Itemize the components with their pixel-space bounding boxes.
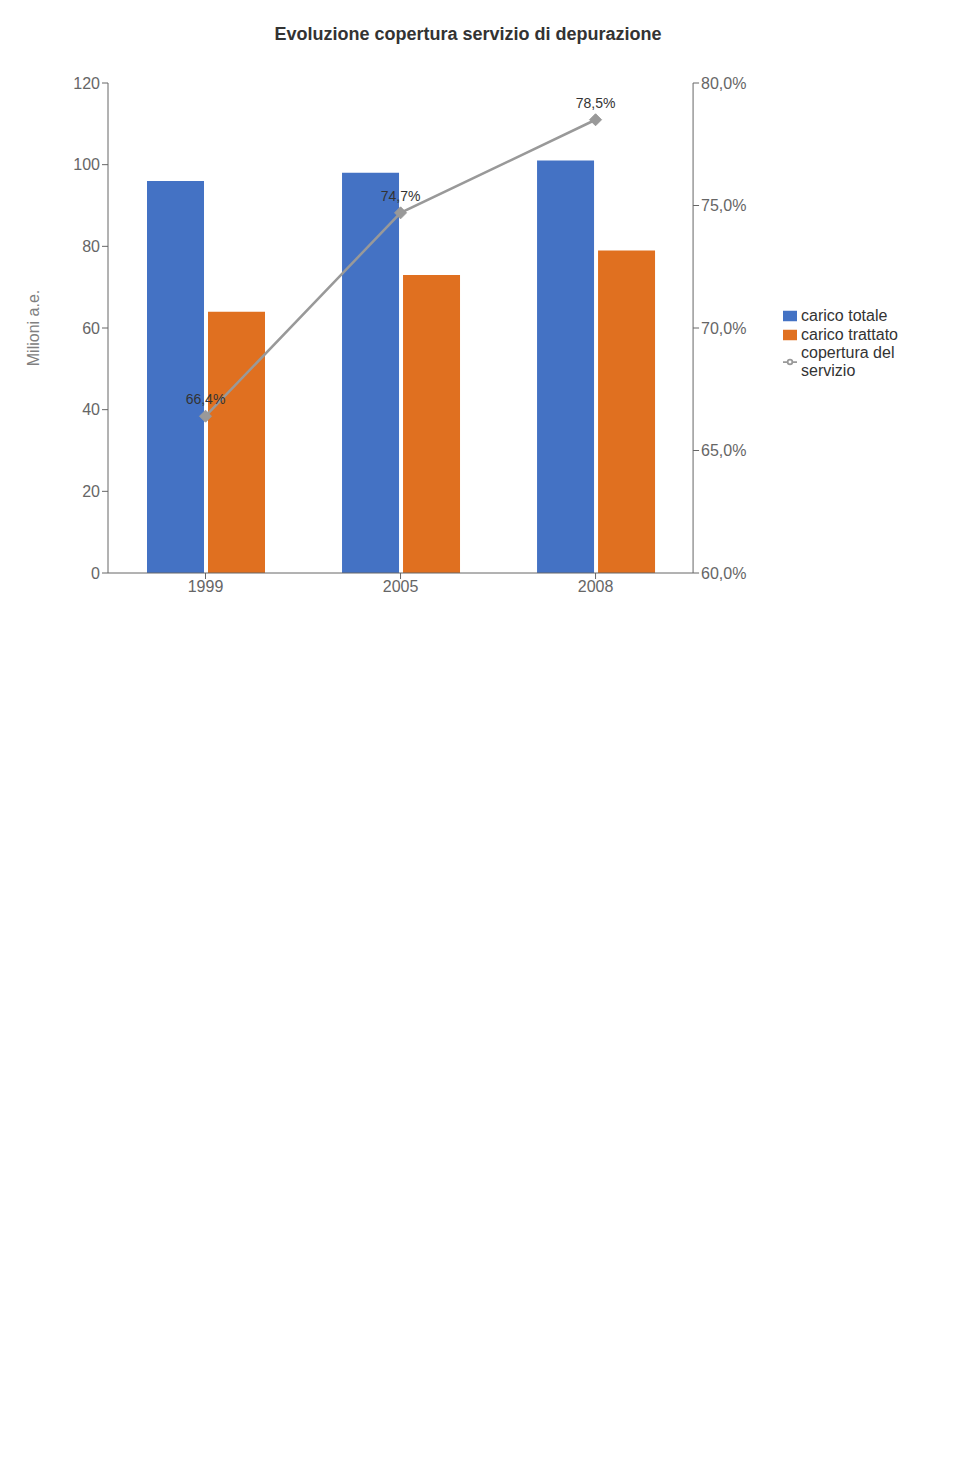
svg-text:120: 120 (73, 75, 100, 92)
svg-text:80: 80 (82, 238, 100, 255)
svg-text:20: 20 (82, 483, 100, 500)
html-text:carico totale: carico totale (801, 307, 888, 324)
svg-text:60: 60 (82, 320, 100, 337)
svg-text:60,0%: 60,0% (701, 565, 746, 582)
svg-text:1999: 1999 (188, 578, 224, 595)
svg-text:74,7%: 74,7% (381, 188, 421, 204)
svg-text:66,4%: 66,4% (186, 391, 226, 407)
svg-text:65,0%: 65,0% (701, 442, 746, 459)
svg-text:75,0%: 75,0% (701, 197, 746, 214)
svg-text:Milioni a.e.: Milioni a.e. (25, 290, 42, 366)
svg-text:70,0%: 70,0% (701, 320, 746, 337)
svg-text:2008: 2008 (578, 578, 614, 595)
svg-text:0: 0 (91, 565, 100, 582)
svg-text:78,5%: 78,5% (576, 95, 616, 111)
svg-text:40: 40 (82, 401, 100, 418)
html-text:Evoluzione copertura servizio: Evoluzione copertura servizio di depuraz… (274, 24, 662, 44)
html-text:copertura del servizio: copertura del servizio (801, 343, 895, 379)
svg-text:80,0%: 80,0% (701, 75, 746, 92)
html-text:carico trattato: carico trattato (801, 325, 898, 343)
svg-text:2005: 2005 (383, 578, 419, 595)
svg-text:100: 100 (73, 156, 100, 173)
